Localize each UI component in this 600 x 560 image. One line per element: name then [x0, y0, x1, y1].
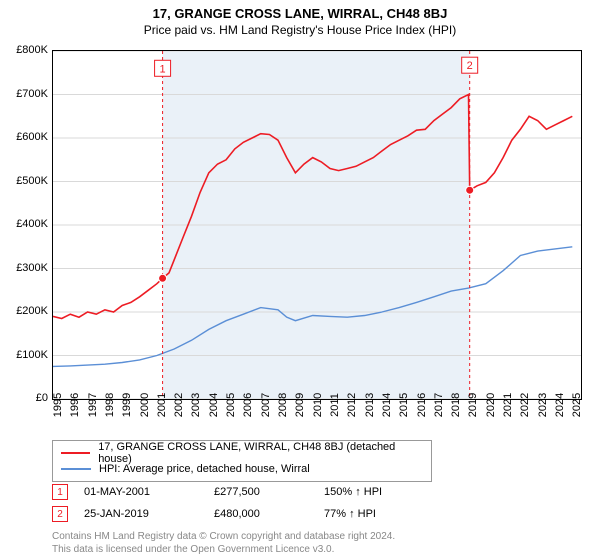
x-tick-label: 2019 [467, 393, 479, 417]
event-price-2: £480,000 [214, 508, 324, 520]
x-tick-label: 2024 [554, 393, 566, 417]
y-tick-label: £300K [16, 262, 48, 274]
legend-label-hpi: HPI: Average price, detached house, Wirr… [99, 463, 310, 475]
footer-line-1: Contains HM Land Registry data © Crown c… [52, 530, 395, 543]
y-tick-label: £700K [16, 88, 48, 100]
y-tick-label: £600K [16, 131, 48, 143]
y-tick-label: £0 [36, 392, 48, 404]
event-pct-2: 77% ↑ HPI [324, 508, 376, 520]
x-tick-label: 1998 [104, 393, 116, 417]
chart-plot-area: 12 [52, 50, 582, 400]
x-tick-label: 2010 [312, 393, 324, 417]
y-tick-label: £100K [16, 349, 48, 361]
x-tick-label: 1997 [87, 393, 99, 417]
x-tick-label: 2002 [173, 393, 185, 417]
x-tick-label: 2009 [294, 393, 306, 417]
legend-box: 17, GRANGE CROSS LANE, WIRRAL, CH48 8BJ … [52, 440, 432, 482]
x-tick-label: 2021 [502, 393, 514, 417]
legend-label-property: 17, GRANGE CROSS LANE, WIRRAL, CH48 8BJ … [98, 441, 423, 465]
x-tick-label: 2007 [260, 393, 272, 417]
x-tick-label: 2013 [364, 393, 376, 417]
svg-text:2: 2 [467, 60, 473, 72]
x-tick-label: 2022 [519, 393, 531, 417]
event-badge-1: 1 [52, 484, 68, 500]
event-price-1: £277,500 [214, 486, 324, 498]
x-tick-label: 2005 [225, 393, 237, 417]
x-tick-label: 2011 [329, 393, 341, 417]
x-tick-label: 2020 [485, 393, 497, 417]
y-tick-label: £800K [16, 44, 48, 56]
x-tick-label: 2001 [156, 393, 168, 417]
x-tick-label: 2008 [277, 393, 289, 417]
x-tick-label: 1995 [52, 393, 64, 417]
x-tick-label: 2003 [190, 393, 202, 417]
legend-item-property: 17, GRANGE CROSS LANE, WIRRAL, CH48 8BJ … [61, 445, 423, 461]
footer-line-2: This data is licensed under the Open Gov… [52, 543, 395, 556]
x-tick-label: 2006 [242, 393, 254, 417]
y-tick-label: £500K [16, 175, 48, 187]
chart-subtitle: Price paid vs. HM Land Registry's House … [0, 21, 600, 37]
x-tick-label: 2017 [433, 393, 445, 417]
y-tick-label: £400K [16, 218, 48, 230]
event-pct-1: 150% ↑ HPI [324, 486, 382, 498]
legend-swatch-hpi [61, 468, 91, 470]
event-badge-2: 2 [52, 506, 68, 522]
x-tick-label: 2016 [416, 393, 428, 417]
x-tick-label: 2018 [450, 393, 462, 417]
x-tick-label: 1996 [69, 393, 81, 417]
chart-container: 17, GRANGE CROSS LANE, WIRRAL, CH48 8BJ … [0, 0, 600, 560]
svg-text:1: 1 [160, 63, 166, 75]
x-tick-label: 1999 [121, 393, 133, 417]
event-row-1: 1 01-MAY-2001 £277,500 150% ↑ HPI [52, 484, 582, 500]
footer-text: Contains HM Land Registry data © Crown c… [52, 530, 395, 556]
x-tick-label: 2014 [381, 393, 393, 417]
event-date-1: 01-MAY-2001 [84, 486, 214, 498]
x-tick-label: 2015 [398, 393, 410, 417]
event-date-2: 25-JAN-2019 [84, 508, 214, 520]
event-row-2: 2 25-JAN-2019 £480,000 77% ↑ HPI [52, 506, 582, 522]
x-tick-label: 2000 [139, 393, 151, 417]
x-tick-label: 2025 [571, 393, 583, 417]
chart-svg: 12 [53, 51, 581, 399]
legend-swatch-property [61, 452, 90, 454]
x-tick-label: 2004 [208, 393, 220, 417]
x-tick-label: 2012 [346, 393, 358, 417]
chart-title: 17, GRANGE CROSS LANE, WIRRAL, CH48 8BJ [0, 0, 600, 21]
y-tick-label: £200K [16, 305, 48, 317]
x-tick-label: 2023 [537, 393, 549, 417]
